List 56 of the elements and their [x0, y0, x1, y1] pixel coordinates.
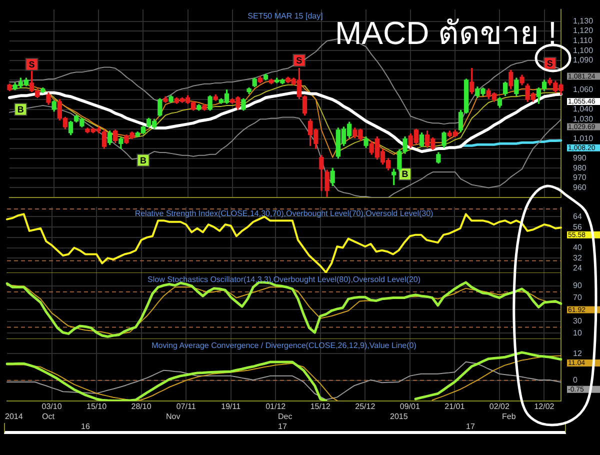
text: Oct [42, 412, 54, 422]
y-tick-label: 990 [573, 154, 587, 163]
y-tick-label: 12 [573, 348, 582, 358]
x-tick-label: 21/01 [444, 402, 466, 412]
x-tick-label: 15/10 [86, 402, 108, 412]
y-tick-label: 1,110 [573, 36, 593, 46]
x-tick-label: 09/01 [400, 402, 420, 412]
annotation: MACD ตัดขาย ! [335, 15, 557, 51]
text: 2014 [5, 412, 23, 422]
y-tick-label: 980 [573, 163, 587, 172]
y-tick-label: 56 [573, 222, 582, 232]
y-tick-label: 1,120 [573, 26, 594, 36]
text: 17 [466, 422, 475, 432]
y-tick-label: 90 [573, 281, 582, 290]
y-tick-label: 1,130 [573, 16, 594, 26]
y-tick-label: 1,060 [573, 84, 594, 94]
x-tick-label: 03/10 [42, 402, 62, 412]
y-tick-label: 1,040 [573, 104, 594, 114]
text: Nov [166, 412, 180, 422]
y-tick-label: 970 [573, 173, 587, 182]
y-tick-label: 64 [573, 212, 582, 221]
y-tick-label: 0 [573, 376, 578, 385]
chart-title: Slow Stochastics Oscillator(14,3,3),Overbought Level(80),Oversold Level(20) [147, 275, 421, 284]
chart-title: Moving Average Convergence / Divergence(CLOSE,26,12,9),Value Line(0) [152, 341, 417, 350]
y-tick-label: 1,100 [573, 46, 594, 55]
x-tick-label: 15/12 [310, 402, 331, 412]
x-tick-label: 19/11 [221, 402, 242, 412]
x-tick-label: 28/10 [131, 402, 152, 412]
x-tick-label: 12/02 [534, 402, 555, 412]
y-tick-label: 960 [573, 182, 587, 192]
text: 16 [81, 422, 90, 432]
x-tick-label: 07/11 [176, 402, 196, 412]
data-label: B [17, 104, 24, 114]
data-label: S [28, 59, 35, 70]
data-label: B [140, 155, 147, 166]
y-tick-label: 1,010 [573, 134, 594, 143]
y-tick-label: 1,090 [573, 56, 594, 65]
x-tick-label: 02/02 [489, 402, 510, 412]
x-tick-label: 01/12 [266, 402, 286, 412]
text: Dec [278, 412, 292, 422]
y-tick-label: 30 [573, 316, 582, 326]
chart-title: SET50 MAR 15 [day] [248, 12, 323, 21]
y-tick-label: 10 [573, 328, 582, 338]
x-tick-label: 25/12 [355, 402, 376, 412]
data-label: S [546, 58, 553, 68]
y-tick-label: 40 [573, 242, 582, 252]
data-label: S [296, 55, 302, 66]
chart-title: Relative Strength Index(CLOSE,14,30,70),Overbought Level(70),Oversold Level(30) [134, 209, 434, 218]
y-tick-label: 1,030 [573, 114, 594, 124]
y-tick-label: 24 [573, 264, 582, 273]
data-label: B [402, 168, 409, 179]
text: Feb [502, 412, 516, 422]
text: 17 [278, 422, 287, 432]
y-tick-label: 32 [573, 253, 582, 262]
text: 2015 [390, 412, 408, 422]
y-tick-label: 70 [573, 292, 582, 302]
